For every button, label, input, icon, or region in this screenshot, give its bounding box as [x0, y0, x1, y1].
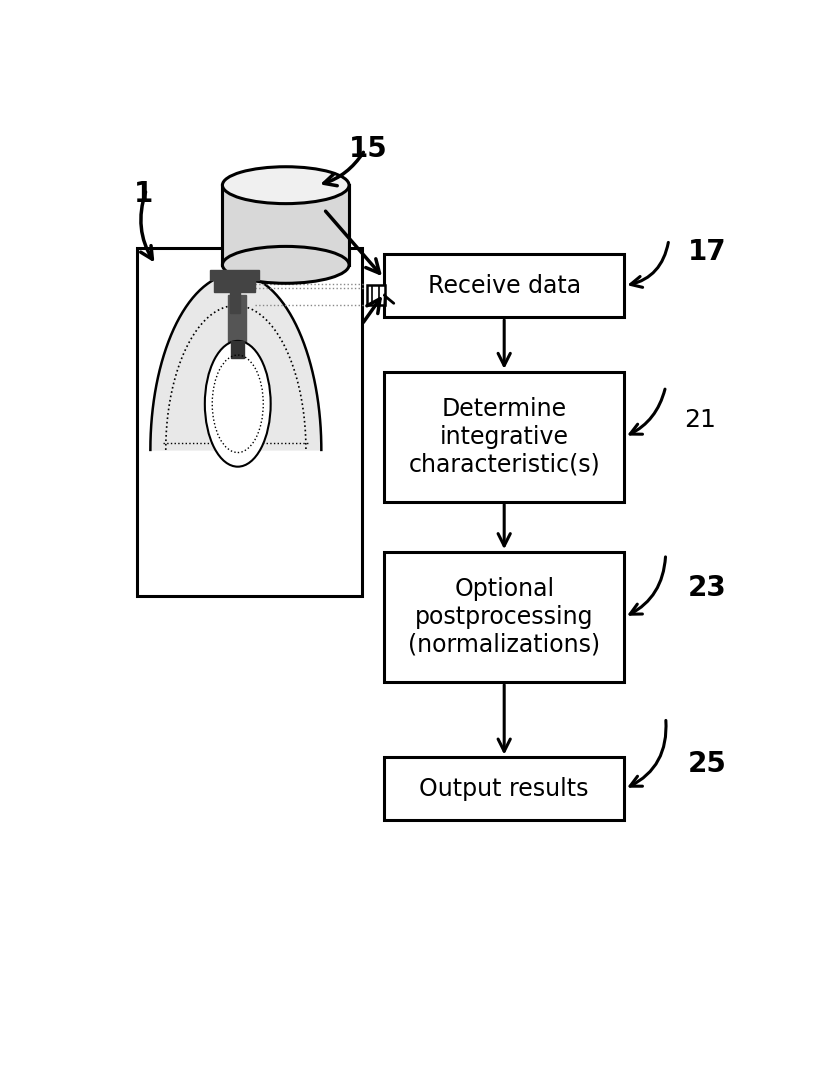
FancyBboxPatch shape	[384, 371, 624, 502]
Text: Output results: Output results	[419, 776, 589, 800]
Text: 23: 23	[687, 574, 726, 602]
Bar	[230, 292, 239, 313]
Bar	[214, 280, 255, 292]
Ellipse shape	[222, 167, 349, 204]
Polygon shape	[228, 295, 246, 358]
Bar	[222, 185, 349, 265]
Polygon shape	[231, 341, 244, 358]
Bar	[367, 284, 385, 305]
Polygon shape	[150, 273, 321, 450]
Text: 1: 1	[134, 180, 153, 208]
Text: 17: 17	[687, 238, 726, 267]
Ellipse shape	[222, 246, 349, 283]
Text: Receive data: Receive data	[427, 273, 581, 297]
Text: Determine
integrative
characteristic(s): Determine integrative characteristic(s)	[408, 397, 600, 477]
Text: 15: 15	[349, 135, 387, 163]
FancyBboxPatch shape	[384, 255, 624, 317]
Bar	[210, 270, 259, 280]
Text: Optional
postprocessing
(normalizations): Optional postprocessing (normalizations)	[408, 577, 600, 657]
FancyBboxPatch shape	[384, 552, 624, 682]
Ellipse shape	[205, 341, 270, 467]
FancyBboxPatch shape	[384, 758, 624, 820]
FancyBboxPatch shape	[137, 248, 362, 596]
Text: 21: 21	[685, 408, 717, 432]
Text: 25: 25	[687, 749, 726, 778]
